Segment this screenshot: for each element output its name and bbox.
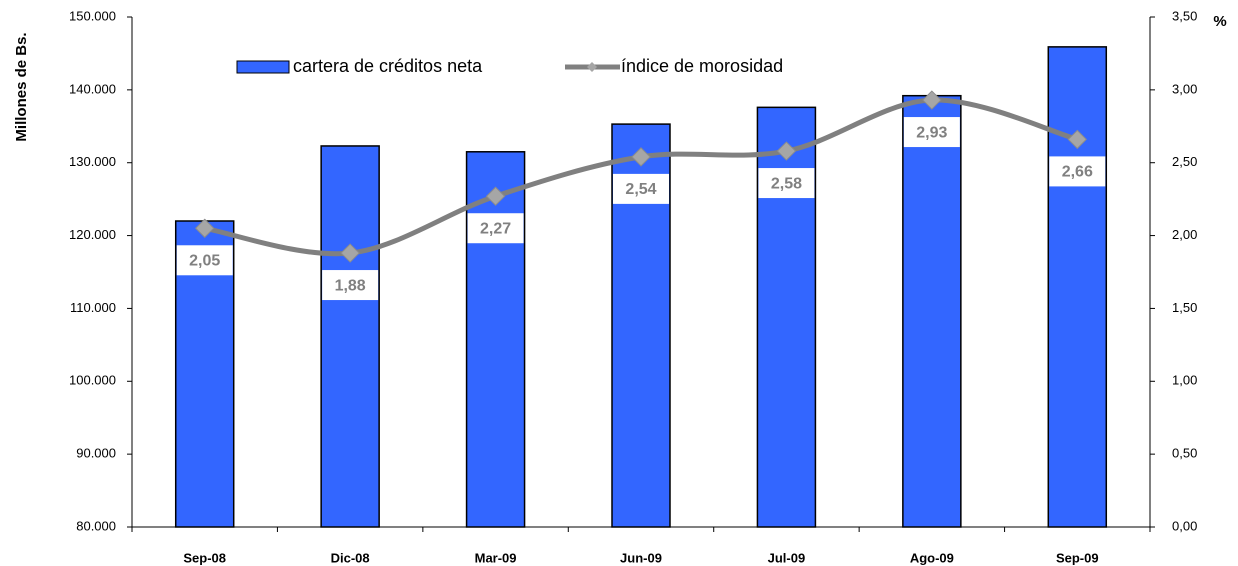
marker [776,141,797,161]
value-label: 2,93 [916,124,947,141]
x-tick-label: Sep-08 [183,550,226,565]
x-tick-label: Dic-08 [331,550,370,565]
value-label-box [176,245,233,276]
value-label-box [322,270,379,301]
legend-label: cartera de créditos neta [293,56,483,76]
y2-tick-label: 3,00 [1172,81,1197,96]
marker [485,186,506,206]
value-label: 2,05 [189,253,220,270]
x-tick-label: Jun-09 [620,550,662,565]
value-label: 2,66 [1062,164,1093,181]
y-tick-label: 120.000 [69,227,116,242]
y2-tick-label: 2,50 [1172,154,1197,169]
marker [922,90,942,110]
value-label-box [613,173,669,204]
x-tick-label: Jul-09 [768,550,806,565]
y2-tick-label: 3,50 [1172,8,1197,23]
bar [320,145,380,528]
legend-label: índice de morosidad [621,56,783,76]
y2-tick-label: 0,50 [1172,446,1197,461]
legend-marker [587,62,597,72]
y2-tick-label: 0,00 [1172,518,1197,533]
y2-tick-label: 1,50 [1172,300,1197,315]
y-tick-label: 130.000 [69,154,116,169]
y-tick-label: 90.000 [76,446,116,461]
value-label: 2,58 [771,175,802,192]
y-tick-label: 150.000 [69,8,116,23]
value-label-box [903,117,960,148]
x-tick-label: Mar-09 [475,550,517,565]
y-tick-label: 140.000 [69,81,116,96]
legend-swatch [236,60,290,74]
bar [902,94,962,528]
y2-tick-label: 2,00 [1172,227,1197,242]
bar [465,151,526,528]
value-label: 2,54 [625,181,656,198]
marker [340,243,360,263]
y-axis-title: Millones de Bs. [13,32,30,141]
y-tick-label: 100.000 [69,373,116,388]
value-label-box [758,168,815,199]
marker [631,147,651,167]
y2-tick-label: 1,00 [1172,373,1197,388]
marker [1067,129,1087,150]
y-tick-label: 80.000 [76,518,116,533]
x-tick-label: Sep-09 [1056,550,1099,565]
bar [1047,46,1108,528]
value-label-box [467,213,524,244]
value-label: 2,27 [480,220,511,237]
y-tick-label: 110.000 [70,300,116,315]
x-tick-label: Ago-09 [910,550,954,565]
marker [195,218,215,238]
value-label: 1,88 [335,277,366,294]
value-label-box [1049,156,1106,187]
y2-axis-title: % [1213,13,1226,30]
